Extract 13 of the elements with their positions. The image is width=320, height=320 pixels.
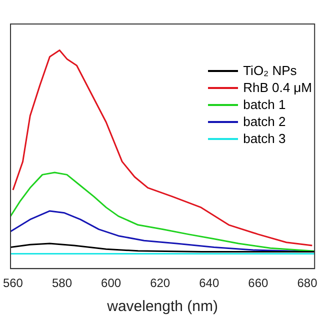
legend-label: batch 3: [243, 130, 286, 147]
legend-label: batch 1: [243, 96, 286, 113]
x-axis-title: wavelength (nm): [106, 298, 218, 316]
x-tick-label: 600: [101, 276, 122, 290]
x-tick-label: 680: [297, 276, 318, 290]
legend-label: RhB 0.4 μM: [243, 79, 312, 96]
x-tick-label: 660: [248, 276, 269, 290]
x-tick-label: 580: [52, 276, 72, 290]
x-tick-label: 640: [199, 276, 220, 290]
x-tick-label: 620: [150, 276, 170, 290]
x-tick-label: 560: [2, 276, 24, 290]
legend-label: TiO₂ NPs: [243, 62, 297, 79]
legend-label: batch 2: [243, 113, 286, 130]
